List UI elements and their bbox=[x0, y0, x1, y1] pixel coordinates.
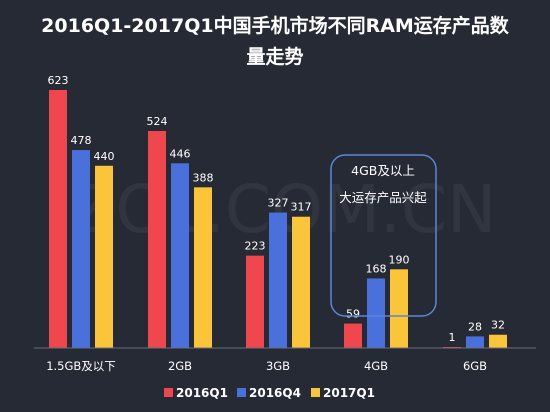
data-label-2017Q1-0: 440 bbox=[94, 150, 115, 163]
legend-label-2017Q1: 2017Q1 bbox=[323, 386, 375, 400]
data-label-2017Q1-2: 317 bbox=[291, 201, 312, 214]
bar-2016Q1-1 bbox=[148, 130, 166, 348]
data-label-2016Q4-2: 327 bbox=[268, 197, 289, 210]
bar-2017Q1-4 bbox=[489, 334, 507, 348]
bar-2016Q4-0 bbox=[72, 150, 90, 348]
annotation-box bbox=[330, 154, 437, 317]
bar-2017Q1-3 bbox=[390, 269, 408, 348]
bar-2016Q4-3 bbox=[367, 278, 385, 348]
data-label-2017Q1-4: 32 bbox=[491, 319, 505, 332]
legend-swatch-2016Q4 bbox=[237, 388, 246, 397]
category-labels: 1.5GB及以下 2GB 3GB 4GB 6GB bbox=[46, 359, 487, 373]
bar-2017Q1-1 bbox=[194, 187, 212, 348]
bar-2016Q4-1 bbox=[171, 163, 189, 348]
chart-title-line1: 2016Q1-2017Q1中国手机市场不同RAM运存产品数 bbox=[41, 14, 510, 37]
data-label-2016Q4-4: 28 bbox=[468, 320, 482, 333]
category-label-2: 3GB bbox=[266, 359, 290, 373]
category-label-3: 4GB bbox=[364, 359, 388, 373]
data-label-2016Q4-3: 168 bbox=[366, 262, 387, 275]
data-label-2016Q4-0: 478 bbox=[71, 134, 92, 147]
data-label-2016Q1-1: 524 bbox=[147, 115, 168, 128]
data-label-2016Q4-1: 446 bbox=[170, 147, 191, 160]
bar-2016Q4-4 bbox=[466, 336, 484, 348]
legend-swatch-2017Q1 bbox=[311, 388, 320, 397]
legend: 2016Q1 2016Q4 2017Q1 bbox=[164, 386, 375, 400]
legend-label-2016Q4: 2016Q4 bbox=[249, 386, 301, 400]
bar-2016Q1-3 bbox=[344, 323, 362, 348]
category-label-1: 2GB bbox=[168, 359, 192, 373]
data-label-2016Q1-4: 1 bbox=[449, 331, 456, 344]
data-label-2016Q1-2: 223 bbox=[245, 240, 266, 253]
bar-2017Q1-0 bbox=[95, 165, 113, 348]
data-label-2016Q1-3: 59 bbox=[346, 308, 360, 321]
chart-title-line2: 量走势 bbox=[246, 45, 303, 68]
annotation-line1: 4GB及以上 bbox=[351, 163, 415, 178]
bar-2016Q1-0 bbox=[49, 90, 67, 348]
data-label-2017Q1-1: 388 bbox=[193, 171, 214, 184]
bar-2016Q4-2 bbox=[269, 212, 287, 348]
bar-2016Q1-2 bbox=[246, 255, 264, 348]
bar-2017Q1-2 bbox=[292, 216, 310, 348]
legend-swatch-2016Q1 bbox=[164, 388, 173, 397]
data-label-2016Q1-0: 623 bbox=[48, 74, 69, 87]
category-label-4: 6GB bbox=[463, 359, 487, 373]
data-label-2017Q1-3: 190 bbox=[389, 253, 410, 266]
category-label-0: 1.5GB及以下 bbox=[46, 359, 116, 373]
legend-label-2016Q1: 2016Q1 bbox=[176, 386, 228, 400]
annotation-line2: 大运存产品兴起 bbox=[339, 190, 427, 205]
